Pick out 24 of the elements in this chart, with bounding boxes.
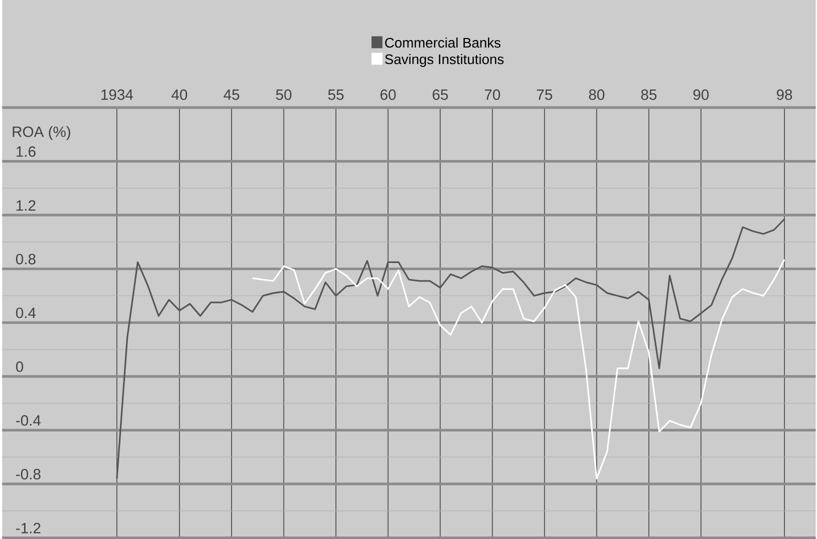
x-tick-label: 55	[328, 90, 344, 100]
x-tick-label: 40	[172, 89, 188, 100]
x-tick-label: 75	[537, 90, 552, 100]
y-tick-label: 1.2	[16, 200, 36, 211]
y-tick-label: 0.8	[16, 254, 36, 264]
legend-label: Savings Institutions	[385, 54, 504, 67]
x-tick-label: 90	[693, 89, 709, 100]
y-axis-title: ROA (%)	[12, 126, 70, 140]
x-tick-label: 98	[776, 89, 792, 100]
x-tick-label: 70	[484, 89, 500, 100]
y-tick-label: -1.2	[16, 522, 40, 534]
legend-label: Commercial Banks	[385, 37, 500, 48]
x-tick-label: 65	[432, 89, 448, 100]
x-tick-label: 1934	[101, 89, 133, 100]
y-tick-label: -0.4	[16, 415, 41, 426]
x-tick-label: 80	[589, 89, 604, 100]
x-tick-label: 50	[276, 89, 292, 100]
y-tick-label: 0	[16, 361, 24, 372]
y-tick-label: 1.6	[16, 146, 36, 157]
x-tick-label: 85	[641, 89, 656, 100]
x-tick-label: 45	[224, 90, 240, 100]
y-tick-label: -0.8	[16, 468, 40, 480]
y-tick-label: 0.4	[16, 308, 36, 318]
x-tick-label: 60	[380, 89, 396, 100]
